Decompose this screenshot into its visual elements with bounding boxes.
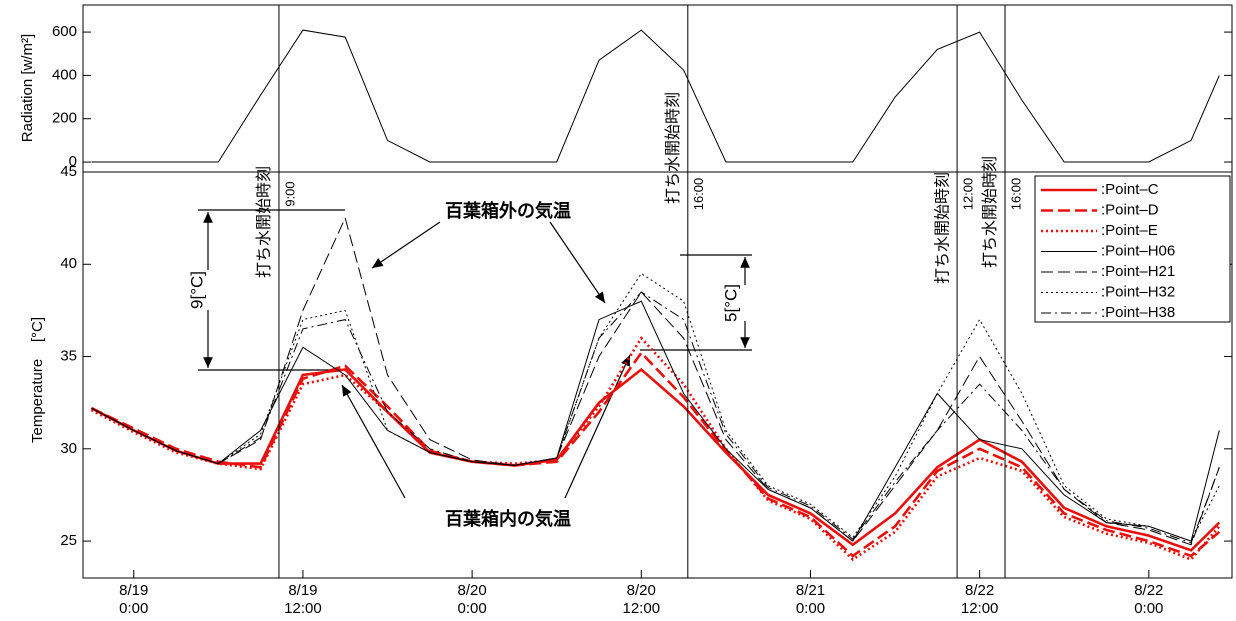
x-tick-label: 8/20 12:00 [622, 582, 661, 617]
y-tick-label: 40 [60, 255, 77, 272]
event-time: 16:00 [691, 178, 706, 211]
annotation: 百葉箱内の気温 [445, 508, 571, 529]
event-time: 16:00 [1008, 178, 1023, 211]
x-tick-label: 8/19 0:00 [119, 582, 149, 617]
x-tick-label: 8/22 0:00 [1134, 582, 1164, 617]
y-tick-label: 25 [60, 532, 77, 549]
label-bg [738, 285, 752, 321]
event-label: 打ち水開始時刻 [981, 156, 999, 268]
data-line [91, 291, 1220, 544]
label-bg [202, 270, 216, 310]
event-time: 12:00 [961, 178, 976, 211]
y-axis-label: Radiation [w/m²] [19, 34, 36, 142]
event-label: 打ち水開始時刻 [255, 166, 273, 278]
radiation-frame [82, 4, 1233, 173]
data-line [90, 350, 1221, 558]
x-tick-label: 8/21 0:00 [795, 582, 826, 617]
arrows [198, 209, 752, 499]
y-tick-label: 0 [69, 153, 77, 170]
y-tick-label: 200 [52, 110, 77, 127]
y-tick-label: 35 [60, 348, 77, 365]
data-line [90, 367, 1221, 552]
legend-box [1034, 175, 1231, 323]
annotation: 百葉箱外の気温 [445, 200, 571, 221]
legend-label: :Point–D [1101, 201, 1159, 218]
y-axis-label: Temperature [°C] [29, 317, 46, 443]
event-label: 打ち水開始時刻 [664, 92, 682, 204]
legend-label: :Point–H06 [1101, 242, 1175, 259]
annotation: 5[°C] [721, 284, 740, 322]
temperature-frame [82, 171, 1233, 579]
y-tick-label: 600 [52, 23, 77, 40]
legend-label: :Point–H32 [1101, 283, 1175, 300]
legend-label: :Point–H38 [1101, 304, 1175, 321]
data-line [91, 216, 1220, 546]
data-line [91, 300, 1220, 542]
y-tick-label: 45 [60, 163, 77, 180]
event-time: 9:00 [282, 181, 297, 206]
y-tick-label: 30 [60, 440, 77, 457]
data-line [91, 272, 1220, 542]
legend-label: :Point–E [1101, 222, 1158, 239]
legend-label: :Point–C [1101, 181, 1159, 198]
y-tick-label: 400 [52, 66, 77, 83]
x-tick-label: 8/22 12:00 [960, 582, 999, 617]
data-line [90, 335, 1221, 562]
event-label: 打ち水開始時刻 [933, 172, 951, 284]
legend-label: :Point–H21 [1101, 263, 1175, 280]
x-tick-label: 8/20 0:00 [457, 582, 487, 617]
data-line [91, 29, 1220, 163]
x-tick-label: 8/19 12:00 [284, 582, 322, 617]
annotation: 9[°C] [187, 271, 206, 309]
